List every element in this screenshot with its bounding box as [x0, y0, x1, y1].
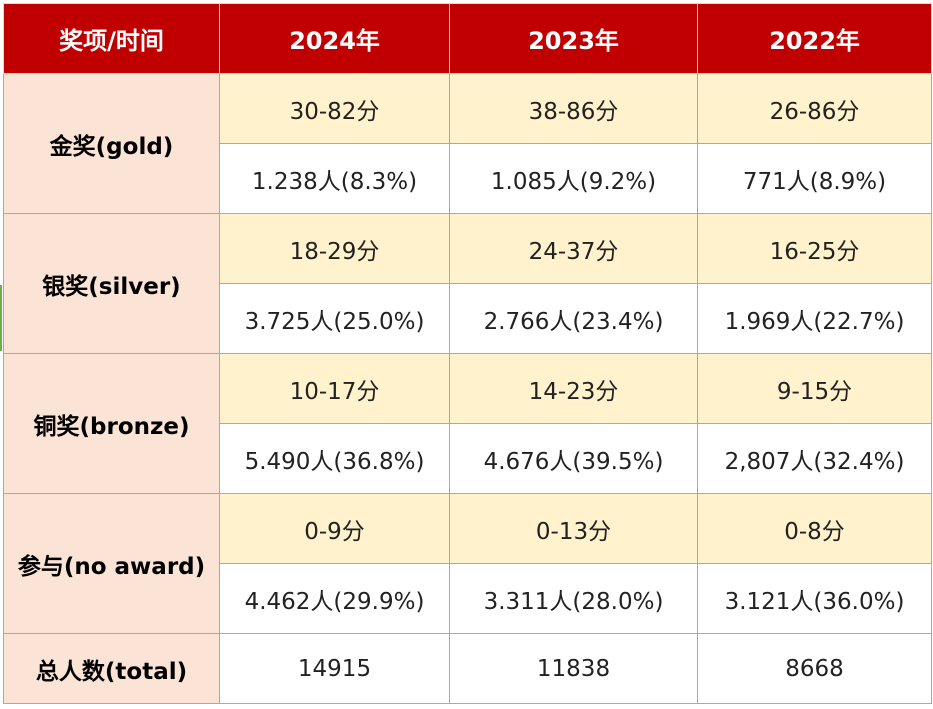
gold-score-row: 金奖(gold) 30-82分 38-86分 26-86分	[3, 73, 932, 214]
header-row: 奖项/时间 2024年 2023年 2022年	[3, 3, 932, 74]
silver-score-2023: 24-37分	[449, 213, 698, 284]
total-2023: 11838	[449, 633, 698, 704]
bronze-count-2024: 5.490人(36.8%)	[219, 423, 450, 494]
bronze-count-row: 5.490人(36.8%) 4.676人(39.5%) 2,807人(32.4%…	[4, 423, 932, 494]
no-award-score-2024: 0-9分	[219, 493, 450, 564]
total-2024: 14915	[219, 633, 450, 704]
bronze-score-2022: 9-15分	[697, 353, 932, 424]
total-2022: 8668	[697, 633, 932, 704]
silver-count-2024: 3.725人(25.0%)	[219, 283, 450, 354]
no-award-score-2022: 0-8分	[697, 493, 932, 564]
gold-score-2023: 38-86分	[449, 73, 698, 144]
no-award-count-2023: 3.311人(28.0%)	[449, 563, 698, 634]
award-table: 奖项/时间 2024年 2023年 2022年 金奖(gold) 30-82分 …	[3, 3, 932, 704]
gold-score-2022: 26-86分	[697, 73, 932, 144]
no-award-count-row: 4.462人(29.9%) 3.311人(28.0%) 3.121人(36.0%…	[4, 563, 932, 634]
total-label: 总人数(total)	[3, 633, 220, 704]
no-award-score-row: 参与(no award) 0-9分 0-13分 0-8分	[3, 493, 932, 634]
header-year-2022: 2022年	[697, 3, 932, 74]
bronze-count-2023: 4.676人(39.5%)	[449, 423, 698, 494]
silver-score-row: 银奖(silver) 18-29分 24-37分 16-25分	[3, 213, 932, 354]
no-award-count-2022: 3.121人(36.0%)	[697, 563, 932, 634]
header-year-2024: 2024年	[219, 3, 450, 74]
bronze-score-2024: 10-17分	[219, 353, 450, 424]
silver-score-2022: 16-25分	[697, 213, 932, 284]
gold-score-2024: 30-82分	[219, 73, 450, 144]
no-award-label: 参与(no award)	[3, 493, 220, 634]
no-award-score-2023: 0-13分	[449, 493, 698, 564]
gold-count-2024: 1.238人(8.3%)	[219, 143, 450, 214]
silver-score-2024: 18-29分	[219, 213, 450, 284]
row-marker	[0, 285, 2, 351]
bronze-score-row: 铜奖(bronze) 10-17分 14-23分 9-15分	[3, 353, 932, 494]
gold-label: 金奖(gold)	[3, 73, 220, 214]
bronze-count-2022: 2,807人(32.4%)	[697, 423, 932, 494]
bronze-score-2023: 14-23分	[449, 353, 698, 424]
no-award-count-2024: 4.462人(29.9%)	[219, 563, 450, 634]
header-year-2023: 2023年	[449, 3, 698, 74]
silver-label: 银奖(silver)	[3, 213, 220, 354]
total-row: 总人数(total) 14915 11838 8668	[3, 633, 932, 704]
silver-count-2023: 2.766人(23.4%)	[449, 283, 698, 354]
gold-count-2023: 1.085人(9.2%)	[449, 143, 698, 214]
gold-count-2022: 771人(8.9%)	[697, 143, 932, 214]
bronze-label: 铜奖(bronze)	[3, 353, 220, 494]
gold-count-row: 1.238人(8.3%) 1.085人(9.2%) 771人(8.9%)	[4, 143, 932, 214]
silver-count-2022: 1.969人(22.7%)	[697, 283, 932, 354]
header-corner: 奖项/时间	[3, 3, 220, 74]
silver-count-row: 3.725人(25.0%) 2.766人(23.4%) 1.969人(22.7%…	[4, 283, 932, 354]
